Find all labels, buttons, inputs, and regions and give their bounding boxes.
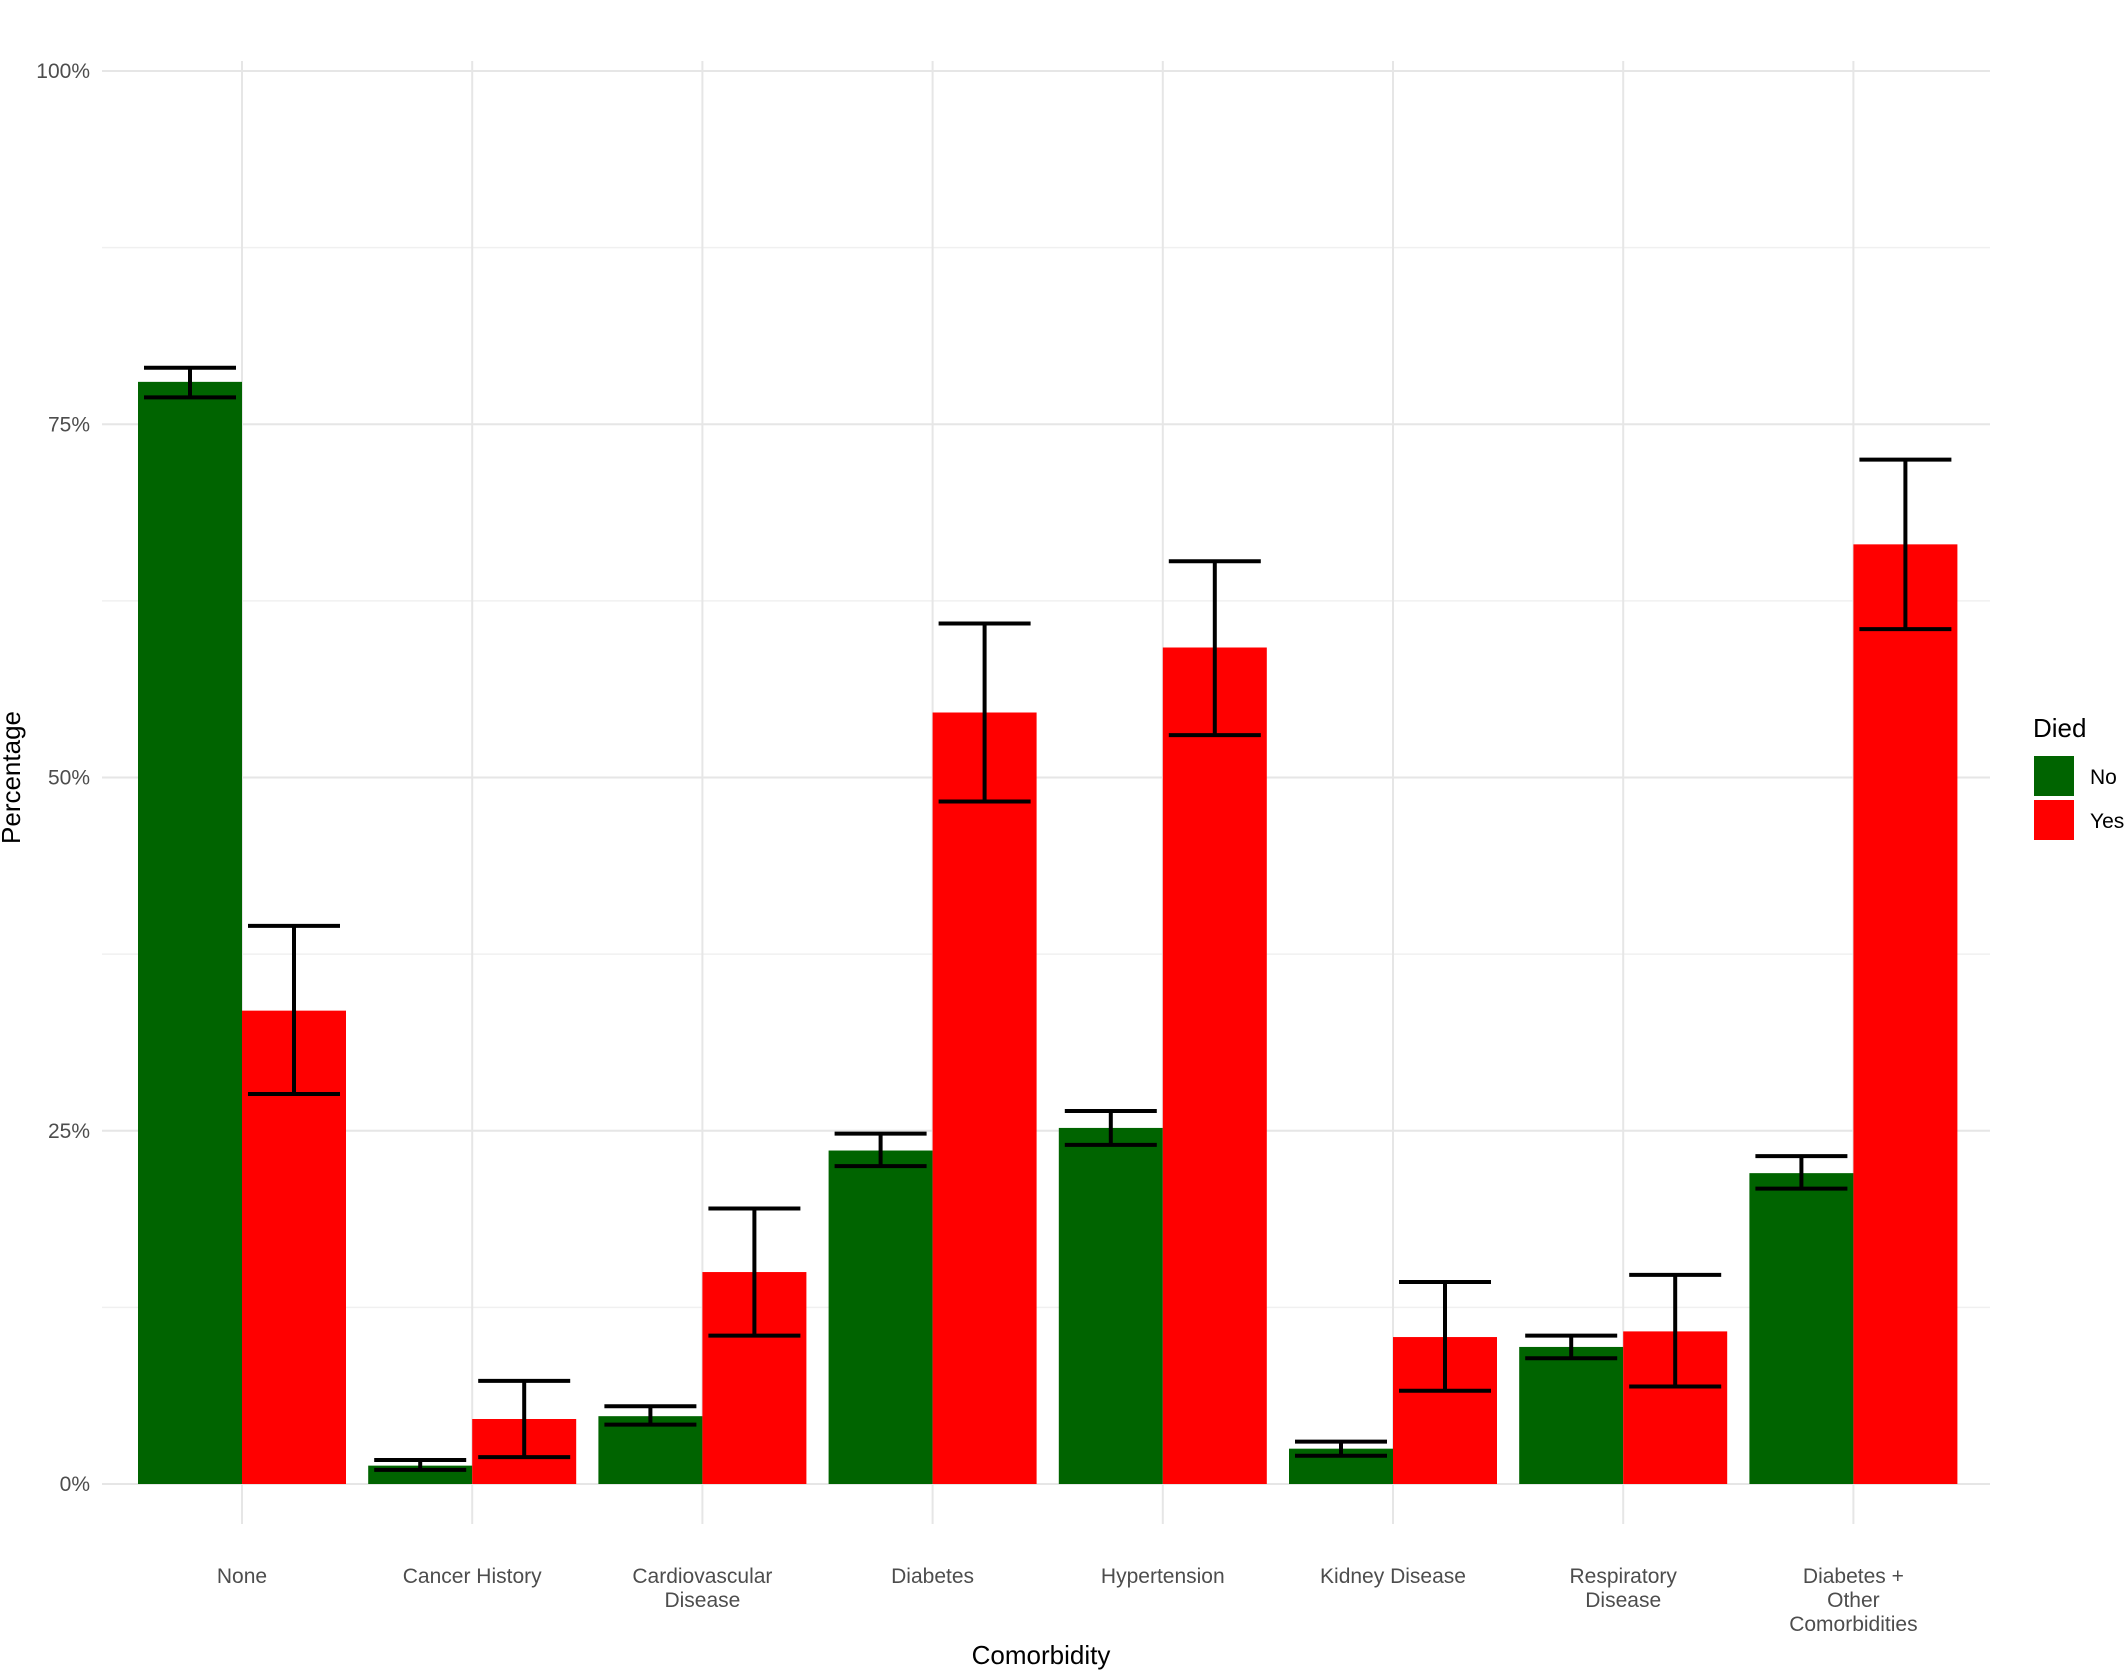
x-tick-label: Hypertension xyxy=(1101,1565,1225,1588)
bar-yes xyxy=(1162,647,1267,1484)
x-tick-label: Diabetes xyxy=(891,1565,974,1588)
bar-no xyxy=(138,381,242,1484)
bar-yes xyxy=(1853,544,1958,1484)
legend-label-no: No xyxy=(2090,766,2117,789)
grid-lines xyxy=(102,61,1990,1524)
legend-label-yes: Yes xyxy=(2090,810,2124,833)
y-axis-ticks: 0% 25% 50% 75% 100% xyxy=(36,60,90,1496)
x-tick-label: Cancer History xyxy=(403,1565,542,1588)
x-tick-label: None xyxy=(217,1565,267,1588)
legend: Died No Yes xyxy=(2033,713,2124,840)
x-tick-label: Cardiovascular Disease xyxy=(632,1565,772,1612)
x-axis-ticks: None Cancer History Cardiovascular Disease D… xyxy=(217,1565,1918,1636)
y-tick-label: 50% xyxy=(48,767,90,790)
y-tick-label: 0% xyxy=(60,1473,90,1496)
x-tick-label: Kidney Disease xyxy=(1320,1565,1466,1588)
legend-title: Died xyxy=(2033,713,2086,743)
error-bars xyxy=(144,365,1952,1472)
bar-no xyxy=(1749,1173,1854,1484)
legend-swatch-no xyxy=(2034,756,2074,796)
y-axis-title: Percentage xyxy=(0,711,26,844)
y-tick-label: 75% xyxy=(48,413,90,436)
x-tick-label: Diabetes + Other Comorbidities xyxy=(1789,1565,1917,1636)
y-tick-label: 25% xyxy=(48,1120,90,1143)
x-axis-title: Comorbidity xyxy=(972,1640,1111,1670)
legend-swatch-yes xyxy=(2034,800,2074,840)
y-tick-label: 100% xyxy=(36,60,90,83)
bar-yes xyxy=(932,712,1037,1484)
x-tick-label: Respiratory Disease xyxy=(1570,1565,1678,1612)
bar-no xyxy=(828,1150,933,1484)
bar-no xyxy=(1058,1127,1163,1484)
bar-no xyxy=(598,1416,703,1484)
bar-no xyxy=(1519,1346,1624,1484)
bars xyxy=(138,381,1958,1484)
